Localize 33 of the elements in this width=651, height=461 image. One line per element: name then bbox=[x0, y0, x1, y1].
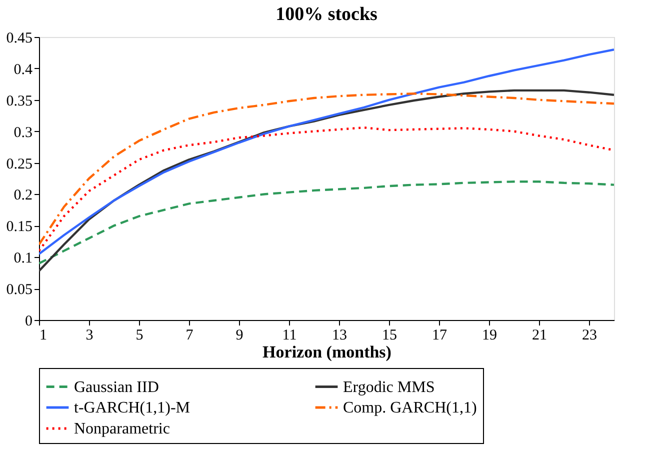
legend-label: Ergodic MMS bbox=[343, 378, 435, 396]
y-tick-label: 0.4 bbox=[14, 62, 33, 78]
x-tick-label: 19 bbox=[482, 328, 497, 344]
y-tick-label: 0 bbox=[25, 314, 32, 330]
y-tick-label: 0.15 bbox=[6, 219, 32, 236]
line-series bbox=[39, 48, 614, 256]
x-tick-label: 13 bbox=[332, 328, 347, 344]
x-tick-label: 5 bbox=[136, 328, 144, 344]
legend-label: Comp. GARCH(1,1) bbox=[343, 400, 477, 416]
line-series bbox=[39, 180, 614, 264]
chart-title: 100% stocks bbox=[276, 4, 378, 25]
legend-label: Gaussian IID bbox=[74, 378, 159, 396]
x-tick-label: 1 bbox=[40, 328, 47, 344]
x-tick-label: 17 bbox=[432, 328, 448, 344]
legend-label: Nonparametric bbox=[74, 420, 170, 438]
y-tick-label: 0.05 bbox=[6, 282, 32, 298]
y-tick-label: 0.35 bbox=[6, 93, 32, 110]
x-tick-label: 11 bbox=[282, 328, 297, 344]
x-tick-label: 3 bbox=[86, 328, 94, 344]
x-axis-title: Horizon (months) bbox=[262, 342, 392, 362]
x-tick-label: 15 bbox=[382, 328, 397, 344]
legend-label: t-GARCH(1,1)-M bbox=[74, 400, 190, 416]
x-tick-label: 23 bbox=[582, 328, 597, 344]
y-tick-label: 0.2 bbox=[14, 188, 32, 204]
x-tick-label: 21 bbox=[532, 328, 547, 344]
y-tick-label: 0.25 bbox=[6, 156, 32, 172]
y-tick-label: 0.3 bbox=[14, 124, 32, 141]
x-tick-label: 9 bbox=[236, 328, 244, 344]
y-tick-label: 0.1 bbox=[14, 250, 32, 267]
line-series bbox=[39, 89, 614, 272]
x-tick-label: 7 bbox=[186, 328, 194, 344]
y-tick-label: 0.45 bbox=[6, 30, 32, 46]
line-series bbox=[39, 92, 614, 246]
